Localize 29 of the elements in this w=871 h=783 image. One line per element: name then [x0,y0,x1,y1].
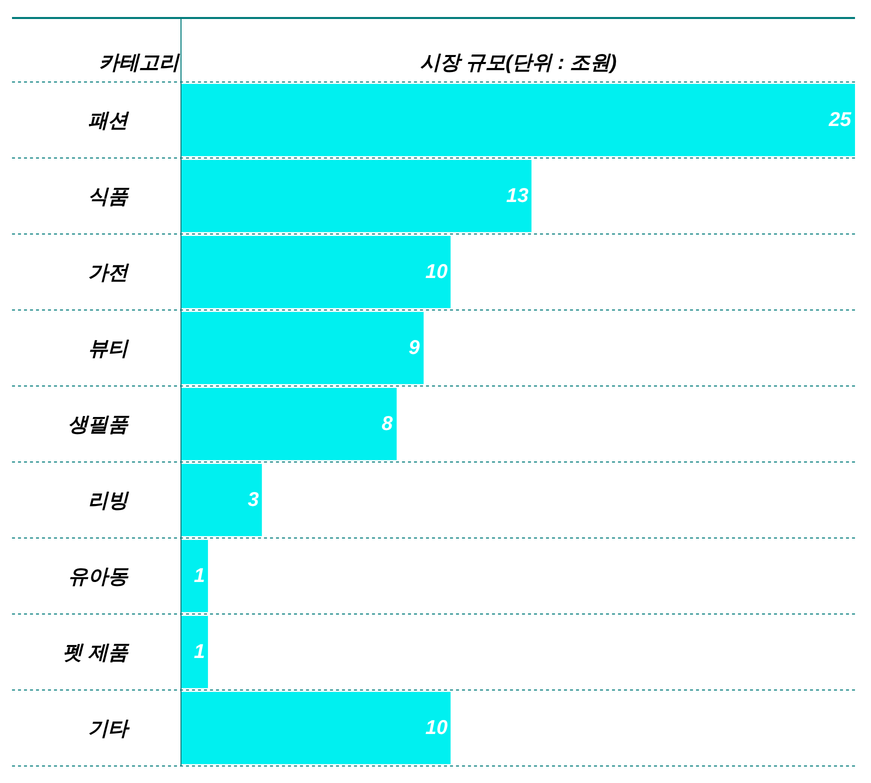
y-tick-label: 생필품 [68,414,130,436]
y-tick-label: 패션 [88,110,130,132]
data-label: 10 [425,261,448,283]
y-tick-label: 뷰티 [88,338,130,360]
y-tick-label: 가전 [88,262,130,284]
y-tick-label: 식품 [88,186,130,208]
bar [181,616,208,688]
data-label: 1 [194,565,205,587]
bar [181,236,451,308]
data-label: 25 [828,109,852,131]
bar [181,388,397,460]
y-tick-label: 리빙 [88,490,130,512]
bar [181,692,451,764]
data-label: 3 [248,489,259,511]
x-axis-title: 시장 규모(단위 : 조원) [420,52,617,74]
bar [181,312,424,384]
data-label: 13 [506,185,528,207]
y-axis-title: 카테고리 [99,52,181,74]
data-label: 9 [408,337,421,359]
y-tick-label: 펫 제품 [62,642,130,664]
bar [181,464,262,536]
y-tick-label: 유아동 [68,566,129,588]
data-label: 10 [425,717,448,739]
y-tick-label: 기타 [88,718,130,740]
bar [181,540,208,612]
bar [181,84,855,156]
data-label: 8 [382,413,394,435]
data-label: 1 [194,641,205,663]
bar [181,160,532,232]
